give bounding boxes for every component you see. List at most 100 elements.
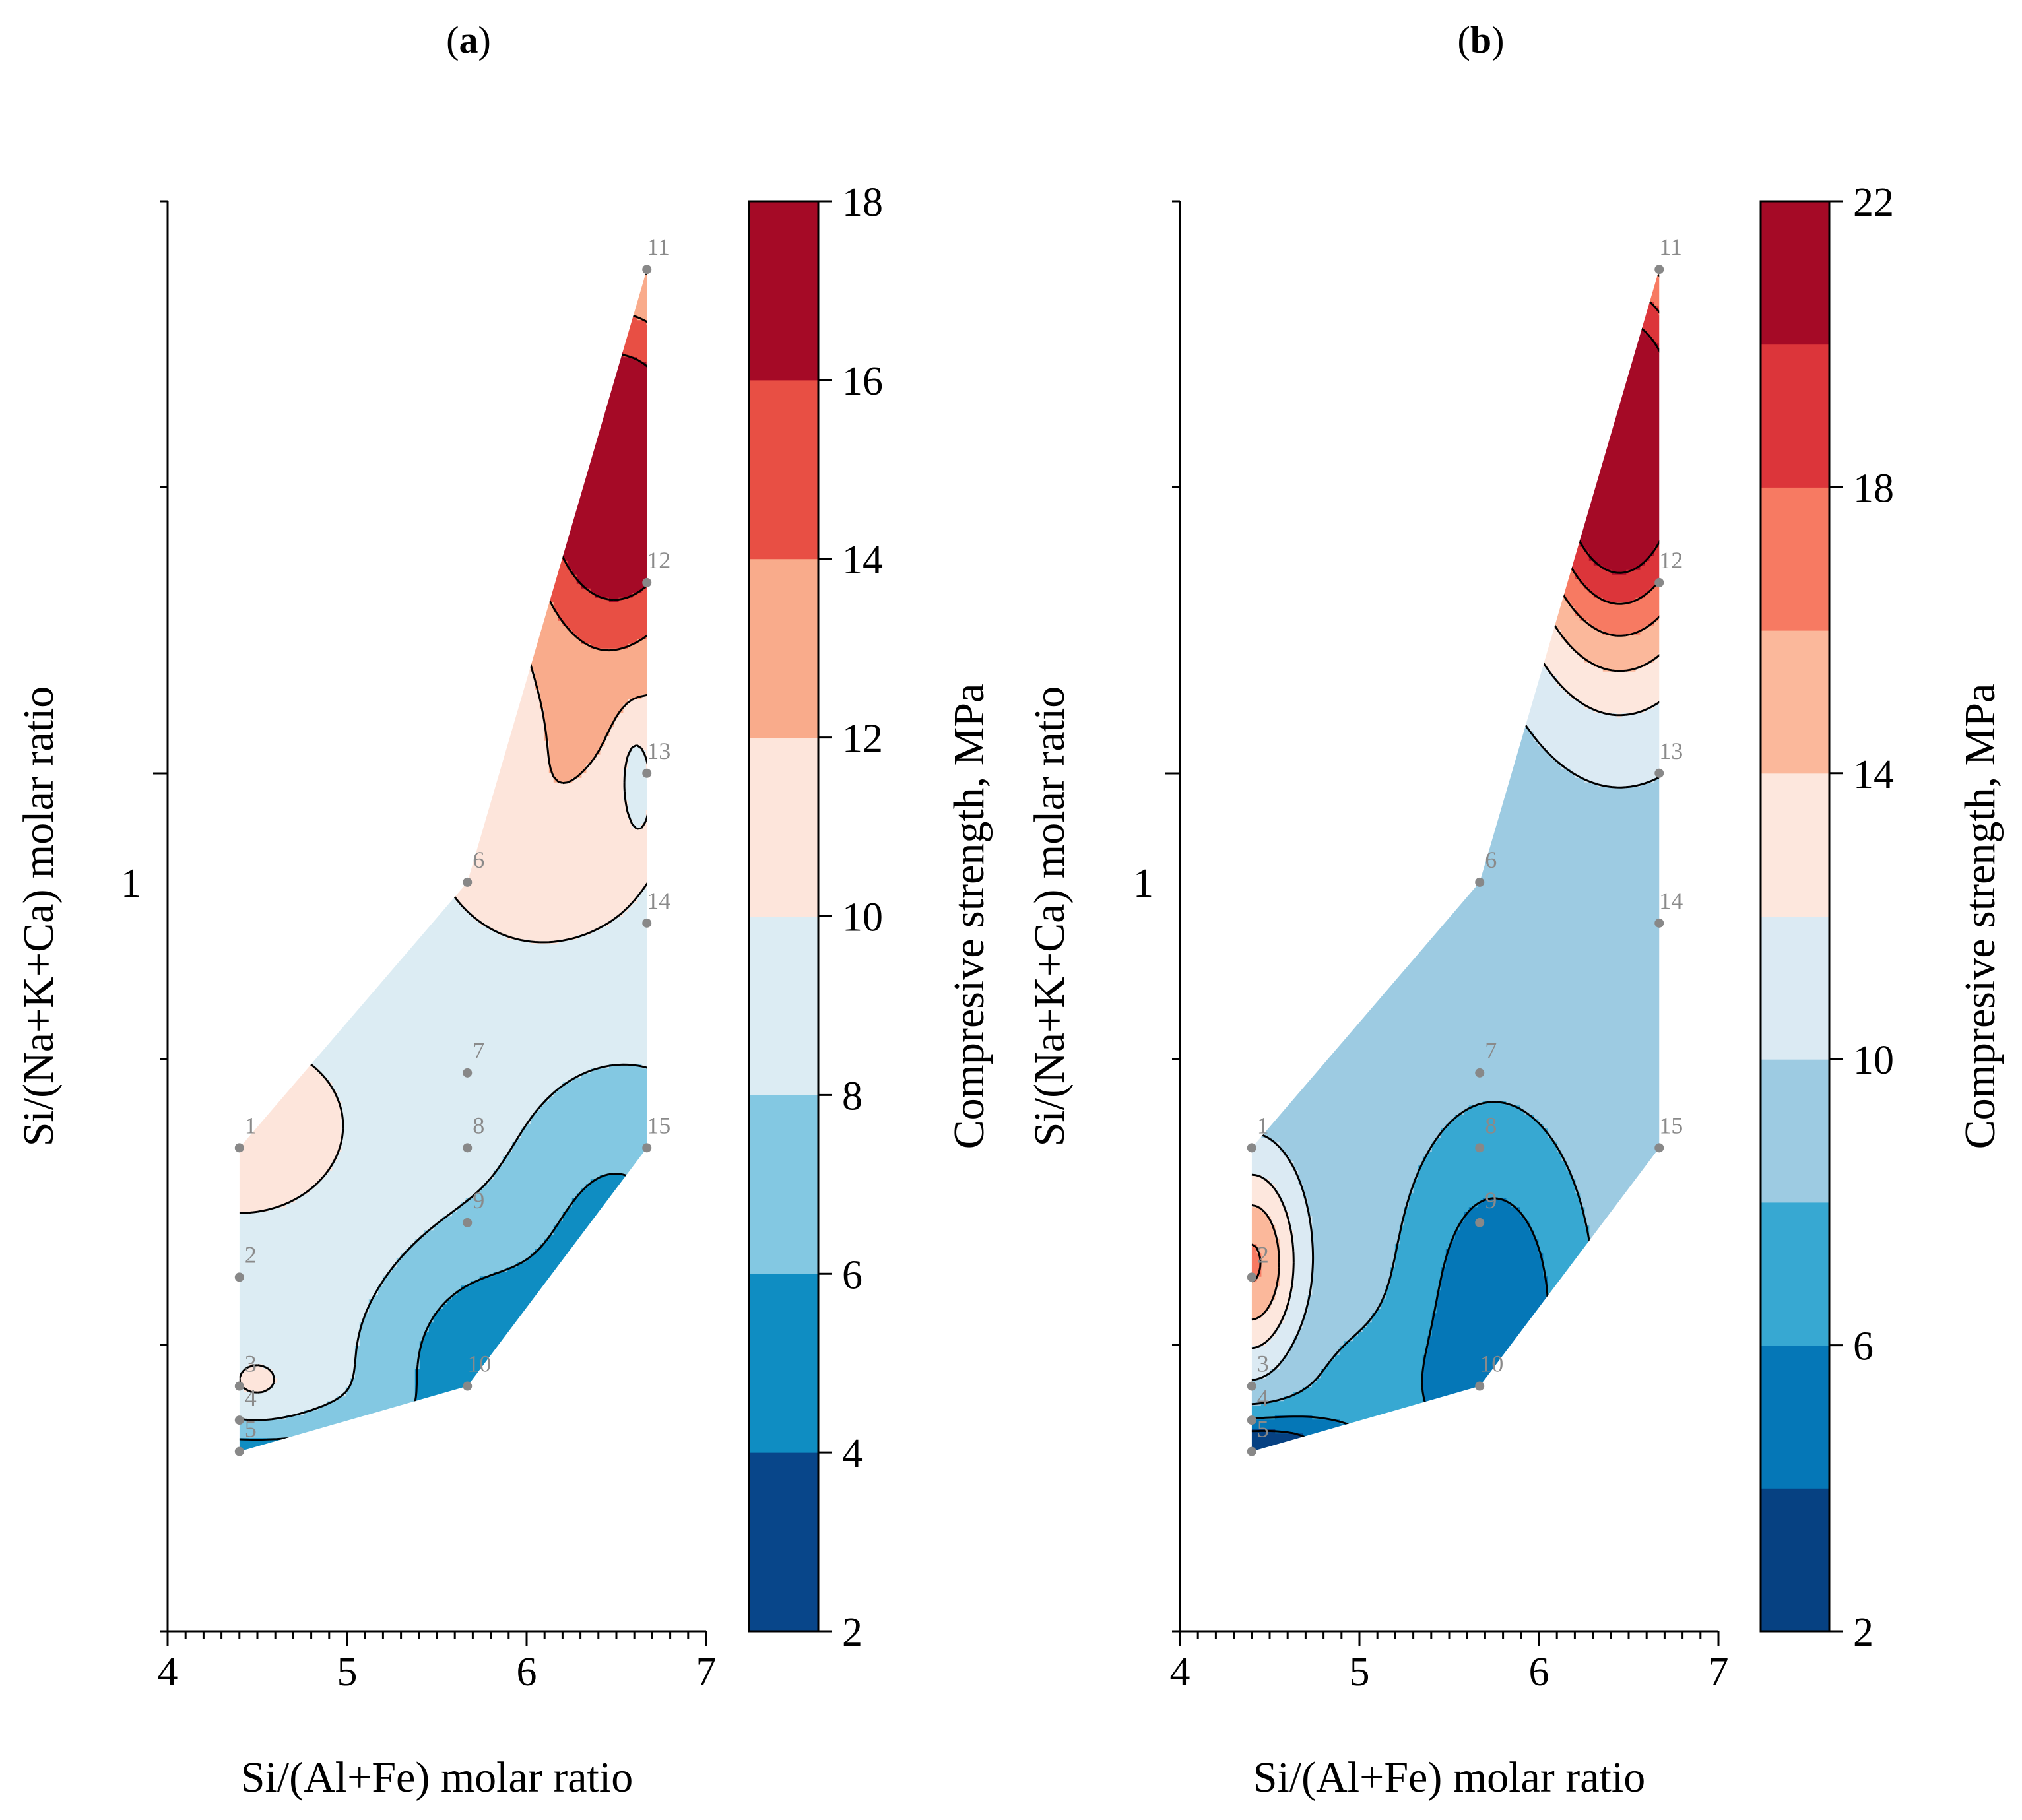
sample-point xyxy=(1475,1218,1485,1227)
sample-point xyxy=(1654,577,1664,587)
colorbar-segment xyxy=(749,916,818,1095)
y-axis-label: Si/(Na+K+Ca) molar ratio xyxy=(1026,686,1074,1147)
contour-line xyxy=(239,1063,647,1421)
panel-title: (a) xyxy=(446,18,491,61)
sample-point xyxy=(1475,877,1485,887)
sample-point-label: 3 xyxy=(1257,1351,1269,1377)
sample-point-label: 12 xyxy=(647,547,670,573)
sample-point-label: 11 xyxy=(647,234,670,260)
sample-point xyxy=(1247,1446,1256,1456)
x-tick-label: 4 xyxy=(158,1650,178,1695)
colorbar-tick-label: 22 xyxy=(1853,180,1894,225)
contour-fill xyxy=(239,269,647,1452)
colorbar-segment xyxy=(749,737,818,917)
sample-point xyxy=(1247,1381,1256,1391)
sample-point xyxy=(1475,1381,1485,1391)
sample-point-label: 9 xyxy=(1485,1187,1497,1214)
sample-point-label: 2 xyxy=(1257,1241,1269,1268)
sample-point xyxy=(642,768,652,778)
sample-point xyxy=(642,265,652,275)
y-axis-label: Si/(Na+K+Ca) molar ratio xyxy=(15,686,63,1147)
colorbar-segment xyxy=(1761,201,1829,345)
sample-point xyxy=(463,1143,473,1153)
sample-point-label: 13 xyxy=(647,738,670,764)
sample-point xyxy=(234,1381,244,1391)
sample-point-label: 15 xyxy=(1659,1112,1683,1138)
colorbar-segment xyxy=(1761,1345,1829,1489)
sample-point-label: 4 xyxy=(1257,1384,1269,1411)
colorbar-segment xyxy=(749,201,818,381)
colorbar-tick-label: 4 xyxy=(842,1431,863,1476)
sample-point xyxy=(642,577,652,587)
colorbar-segment xyxy=(749,1095,818,1274)
sample-point xyxy=(463,877,473,887)
colorbar-segment xyxy=(1761,1202,1829,1346)
colorbar-tick-label: 6 xyxy=(1853,1324,1874,1369)
colorbar-tick-label: 2 xyxy=(1853,1610,1874,1655)
sample-point-label: 4 xyxy=(245,1384,257,1411)
colorbar-tick-label: 12 xyxy=(842,717,883,762)
colorbar-tick-label: 14 xyxy=(1853,752,1894,797)
sample-point xyxy=(234,1143,244,1153)
sample-point xyxy=(234,1272,244,1282)
sample-point-label: 10 xyxy=(467,1351,491,1377)
colorbar-tick-label: 6 xyxy=(842,1252,863,1297)
x-axis-label: Si/(Al+Fe) molar ratio xyxy=(241,1753,633,1802)
x-tick-label: 5 xyxy=(1350,1650,1370,1695)
colorbar-segment xyxy=(1761,487,1829,631)
colorbar-segment xyxy=(749,558,818,738)
sample-point-label: 14 xyxy=(1659,888,1683,914)
sample-point-label: 5 xyxy=(245,1416,257,1443)
sample-point-label: 12 xyxy=(1659,547,1683,573)
x-tick-label: 6 xyxy=(517,1650,537,1695)
colorbar-tick-label: 18 xyxy=(1853,466,1894,511)
colorbar-segment xyxy=(1761,1488,1829,1632)
colorbar-segment xyxy=(1761,773,1829,917)
sample-point-label: 8 xyxy=(1485,1112,1497,1138)
sample-point-label: 6 xyxy=(473,847,484,873)
colorbar: 2 4 6 8 10 12 14 16 18 Compresive strength, MPa xyxy=(748,180,993,1655)
contour-fill xyxy=(1251,269,1660,1452)
colorbar-tick-label: 8 xyxy=(842,1074,863,1119)
x-tick-label: 6 xyxy=(1529,1650,1549,1695)
x-tick-label: 7 xyxy=(696,1650,717,1695)
sample-point xyxy=(1654,1143,1664,1153)
colorbar-tick-label: 16 xyxy=(842,359,883,404)
colorbar-tick-label: 10 xyxy=(1853,1038,1894,1083)
sample-point-label: 7 xyxy=(1485,1037,1497,1064)
sample-point xyxy=(642,1143,652,1153)
colorbar-tick-label: 18 xyxy=(842,180,883,225)
x-tick-label: 5 xyxy=(337,1650,358,1695)
sample-point-label: 2 xyxy=(245,1241,257,1268)
sample-point xyxy=(1654,918,1664,928)
sample-point-label: 3 xyxy=(245,1351,257,1377)
sample-point xyxy=(463,1381,473,1391)
colorbar-tick-label: 2 xyxy=(842,1610,863,1655)
y-tick-label: 1 xyxy=(121,861,141,906)
sample-point-label: 14 xyxy=(647,888,670,914)
colorbar-label: Compresive strength, MPa xyxy=(1956,684,2004,1150)
sample-point-label: 1 xyxy=(1257,1112,1269,1138)
sample-point-label: 6 xyxy=(1485,847,1497,873)
axes: 4 5 6 7 1 Si/(Al+Fe) molar ratio Si/(Na+K+Ca) … xyxy=(1026,200,1729,1802)
colorbar-segment xyxy=(749,1452,818,1632)
panel-title: (b) xyxy=(1458,18,1505,61)
colorbar-segment xyxy=(1761,1059,1829,1203)
x-axis-label: Si/(Al+Fe) molar ratio xyxy=(1253,1753,1645,1802)
sample-point xyxy=(1654,265,1664,275)
sample-point xyxy=(234,1415,244,1425)
y-tick-label: 1 xyxy=(1133,861,1154,906)
sample-point-label: 11 xyxy=(1659,234,1682,260)
sample-point-label: 13 xyxy=(1659,738,1683,764)
sample-point xyxy=(642,918,652,928)
sample-point xyxy=(234,1446,244,1456)
sample-point-label: 15 xyxy=(647,1112,670,1138)
x-tick-label: 4 xyxy=(1170,1650,1190,1695)
colorbar-frame xyxy=(1759,200,1831,1633)
sample-point xyxy=(463,1218,473,1227)
sample-point-label: 9 xyxy=(473,1187,484,1214)
